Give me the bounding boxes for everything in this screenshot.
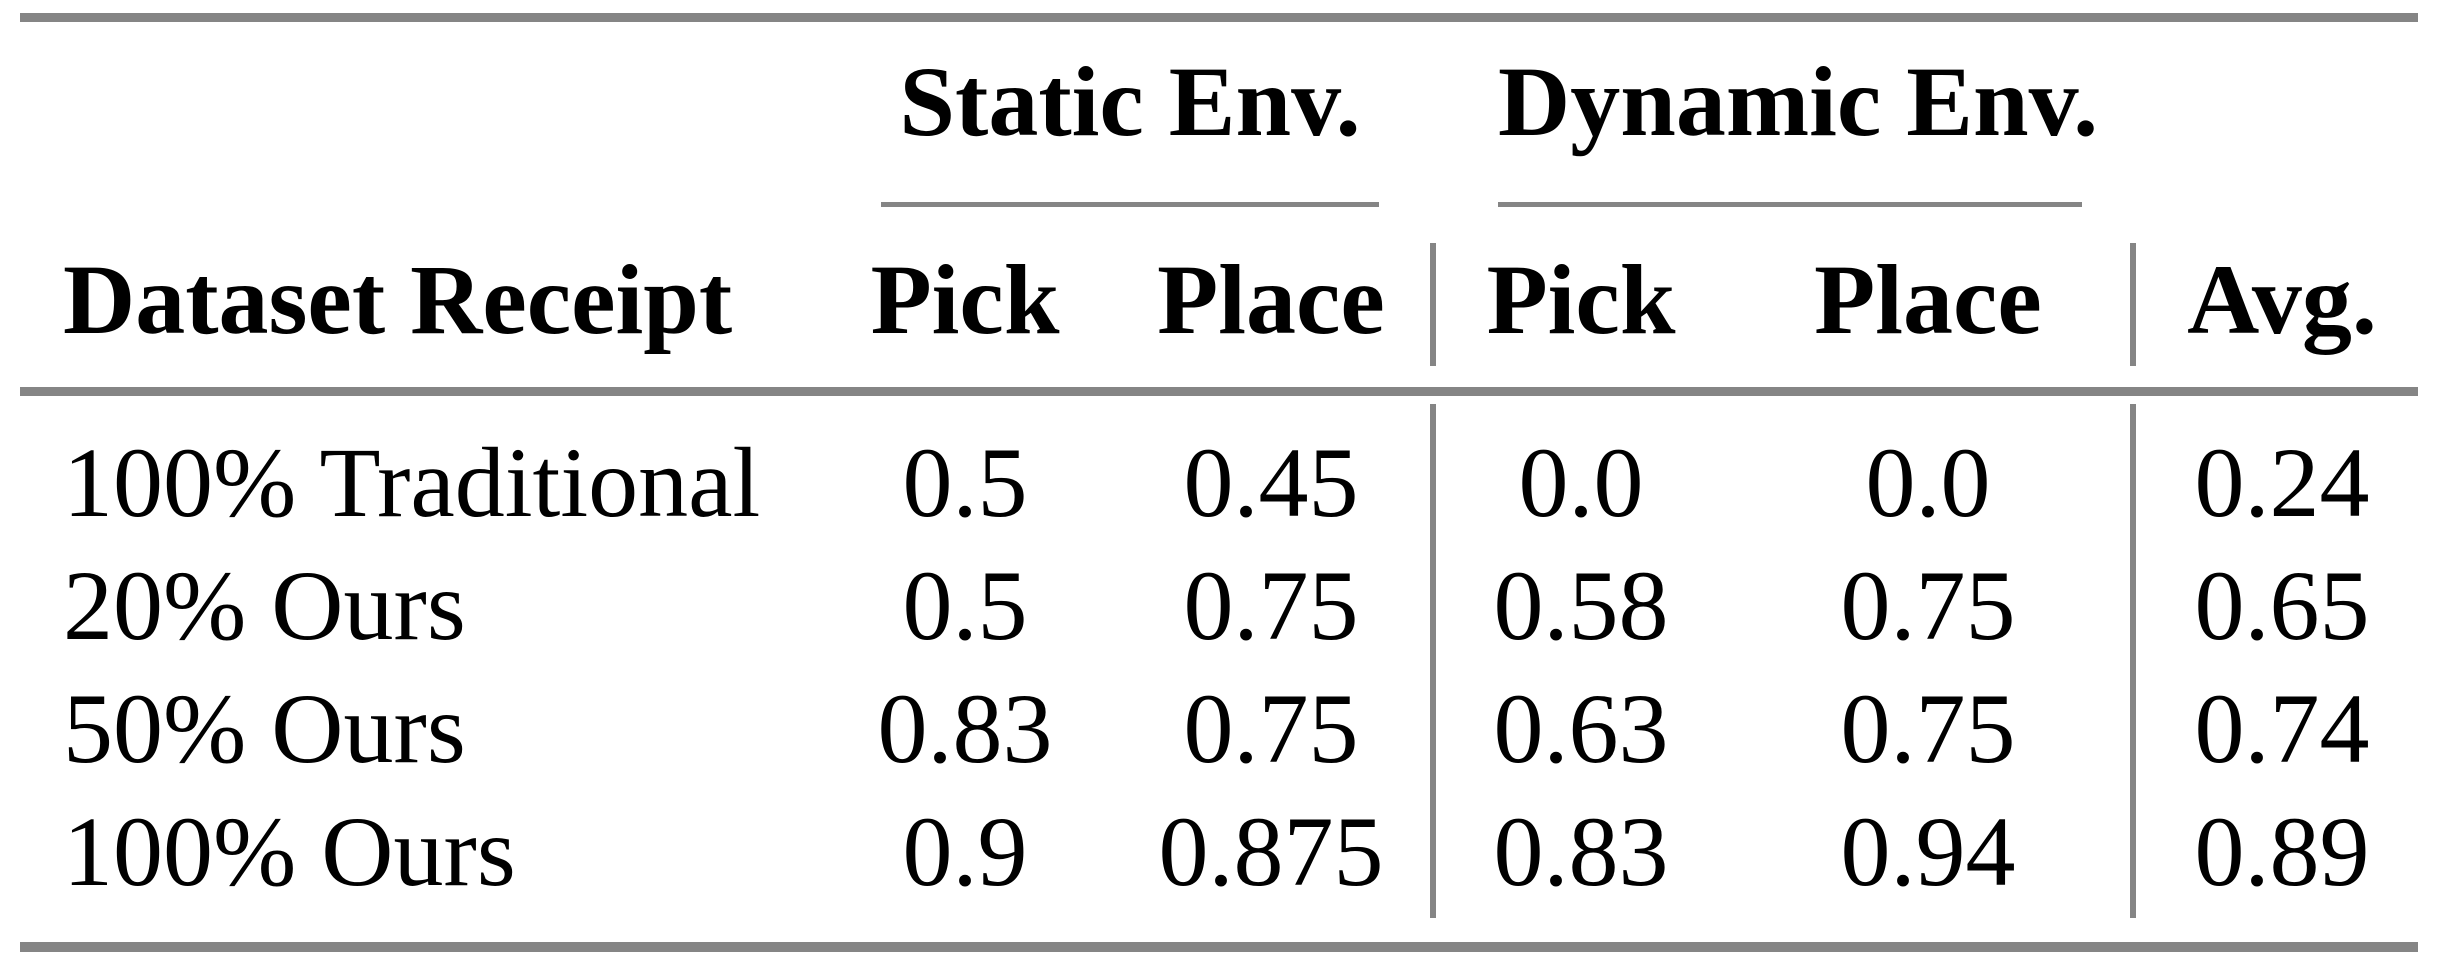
cell-avg: 0.24 <box>2194 427 2370 538</box>
column-header-static-place: Place <box>1157 244 1385 355</box>
cell-dynamic-pick: 0.63 <box>1493 673 1669 784</box>
cell-static-pick: 0.9 <box>902 796 1028 907</box>
vertical-rule-1-header <box>1430 243 1436 366</box>
row-label: 100% Traditional <box>63 427 761 538</box>
column-header-dynamic-pick: Pick <box>1486 244 1676 355</box>
cell-avg: 0.65 <box>2194 550 2370 661</box>
cell-static-place: 0.75 <box>1183 673 1359 784</box>
cell-static-place: 0.45 <box>1183 427 1359 538</box>
table-header-divider-rule <box>20 387 2418 396</box>
row-label: 20% Ours <box>63 550 466 661</box>
cell-static-pick: 0.5 <box>902 427 1028 538</box>
cell-dynamic-pick: 0.0 <box>1518 427 1644 538</box>
cell-avg: 0.74 <box>2194 673 2370 784</box>
static-env-cmidrule <box>881 202 1379 207</box>
row-label: 100% Ours <box>63 796 516 907</box>
column-header-static-pick: Pick <box>870 244 1060 355</box>
table-bottom-rule <box>20 942 2418 952</box>
column-header-dynamic-place: Place <box>1814 244 2042 355</box>
table-top-rule <box>20 13 2418 22</box>
column-header-dataset-receipt: Dataset Receipt <box>63 244 733 355</box>
cell-static-pick: 0.5 <box>902 550 1028 661</box>
cell-dynamic-pick: 0.83 <box>1493 796 1669 907</box>
group-header-static-env: Static Env. <box>899 46 1361 157</box>
row-label: 50% Ours <box>63 673 466 784</box>
cell-avg: 0.89 <box>2194 796 2370 907</box>
cell-dynamic-place: 0.94 <box>1840 796 2016 907</box>
vertical-rule-1-body <box>1430 404 1436 918</box>
cell-dynamic-place: 0.0 <box>1865 427 1991 538</box>
vertical-rule-2-body <box>2130 404 2136 918</box>
column-header-avg: Avg. <box>2187 244 2377 355</box>
dynamic-env-cmidrule <box>1498 202 2082 207</box>
cell-static-place: 0.875 <box>1158 796 1384 907</box>
cell-static-place: 0.75 <box>1183 550 1359 661</box>
cell-dynamic-pick: 0.58 <box>1493 550 1669 661</box>
vertical-rule-2-header <box>2130 243 2136 366</box>
cell-dynamic-place: 0.75 <box>1840 550 2016 661</box>
cell-dynamic-place: 0.75 <box>1840 673 2016 784</box>
cell-static-pick: 0.83 <box>877 673 1053 784</box>
group-header-dynamic-env: Dynamic Env. <box>1498 46 2099 157</box>
